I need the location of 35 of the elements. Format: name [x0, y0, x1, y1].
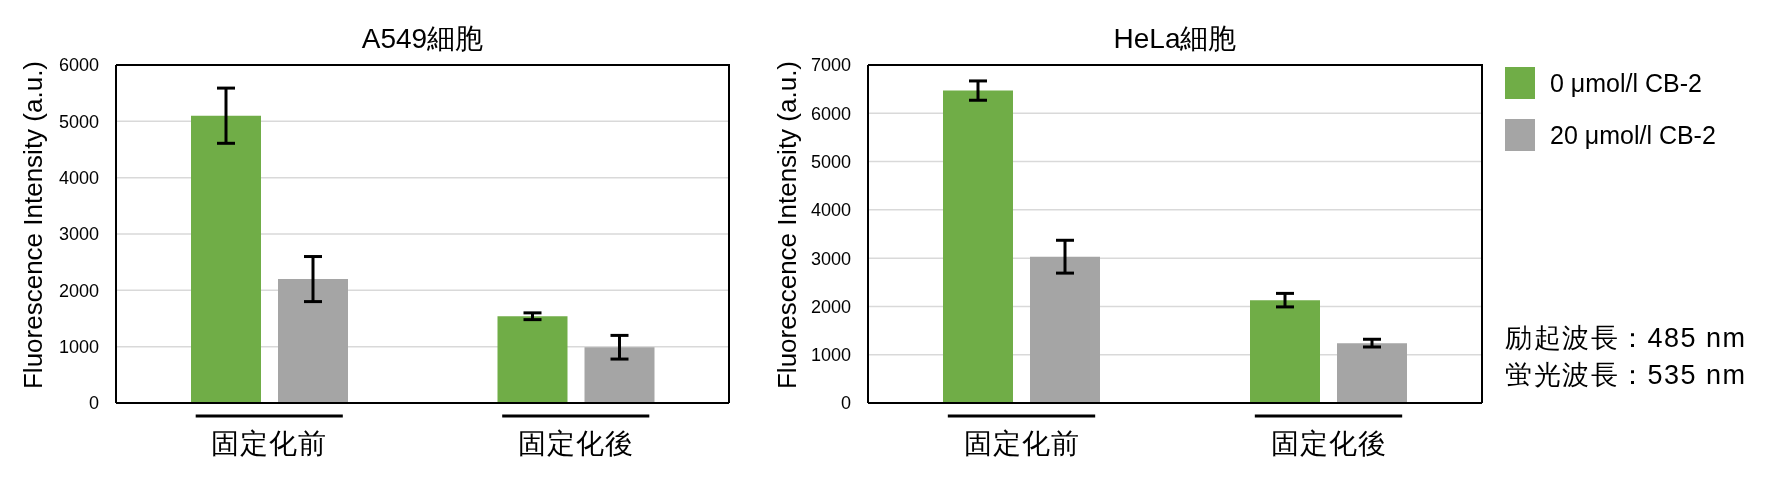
- y-tick-label: 3000: [58, 224, 99, 245]
- y-tick-label: 4000: [810, 200, 851, 221]
- y-tick-label: 0: [840, 393, 851, 414]
- bar: [191, 115, 261, 403]
- x-tick-label: 固定化後: [517, 427, 634, 459]
- bar: [278, 279, 348, 403]
- text: 蛍光波長：535 nm: [1505, 359, 1747, 392]
- text: 励起波長：485 nm: [1505, 322, 1747, 355]
- y-tick-label: 0: [88, 393, 99, 414]
- y-tick-label: 1000: [58, 337, 99, 358]
- x-tick-label: 固定化前: [963, 427, 1080, 459]
- y-tick-label: 5000: [810, 151, 851, 172]
- bar: [1250, 300, 1320, 403]
- y-tick-label: 6000: [810, 103, 851, 124]
- y-axis-title: Fluorescence Intensity (a.u.): [771, 60, 803, 390]
- y-tick-label: 7000: [810, 55, 851, 76]
- y-axis-title: Fluorescence Intensity (a.u.): [17, 60, 49, 390]
- y-tick-label: 6000: [58, 55, 99, 76]
- bar: [584, 347, 655, 403]
- bar: [943, 90, 1013, 403]
- legend-label: 0 μmol/l CB-2: [1550, 68, 1702, 98]
- chart-title: HeLa細胞: [1113, 22, 1237, 56]
- chart-title: A549細胞: [361, 22, 484, 56]
- y-tick-label: 2000: [58, 280, 99, 301]
- bar: [1337, 343, 1407, 403]
- bar: [497, 316, 568, 403]
- y-tick-label: 1000: [810, 345, 851, 366]
- y-tick-label: 2000: [810, 296, 851, 317]
- x-tick-label: 固定化後: [1270, 427, 1387, 459]
- y-tick-label: 3000: [810, 248, 851, 269]
- bar: [1030, 256, 1100, 403]
- x-tick-label: 固定化前: [211, 427, 328, 459]
- legend-label: 20 μmol/l CB-2: [1550, 120, 1716, 150]
- y-tick-label: 4000: [58, 168, 99, 189]
- y-tick-label: 5000: [58, 111, 99, 132]
